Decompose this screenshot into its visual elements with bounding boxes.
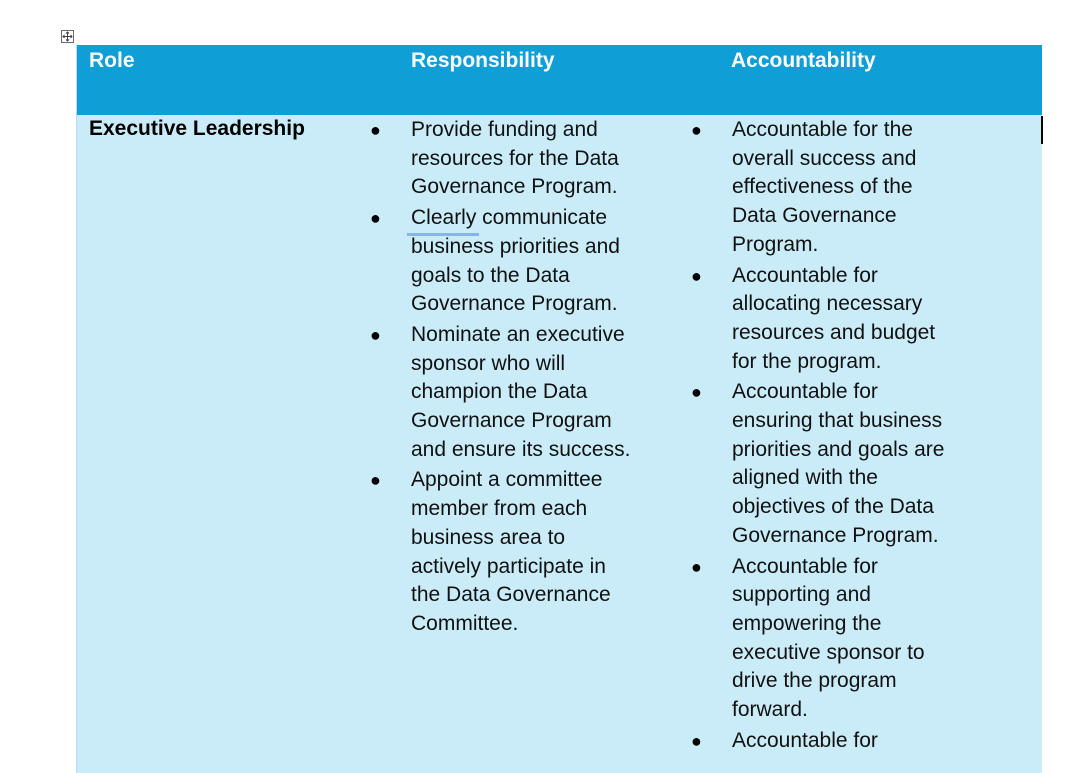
list-item[interactable]: ● Clearly communicate business priorities… bbox=[370, 204, 633, 319]
accountability-text: Accountable for supporting and empowerin… bbox=[732, 554, 925, 722]
responsibility-text: Appoint a committee member from each bus… bbox=[411, 468, 611, 635]
table-move-handle-icon[interactable] bbox=[61, 30, 74, 43]
bullet-icon: ● bbox=[370, 208, 381, 229]
accountability-text: Accountable for bbox=[732, 728, 878, 752]
header-role[interactable]: Role bbox=[89, 49, 135, 72]
header-accountability[interactable]: Accountability bbox=[731, 49, 876, 72]
selection-marker bbox=[407, 233, 479, 236]
text-cursor bbox=[1041, 116, 1043, 144]
list-item[interactable]: ● Accountable for ensuring that business … bbox=[691, 378, 957, 550]
bullet-icon: ● bbox=[691, 382, 702, 403]
responsibility-text: Clearly communicate business priorities … bbox=[411, 206, 620, 316]
list-item[interactable]: ● Accountable for allocating necessary re… bbox=[691, 262, 957, 377]
accountability-text: Accountable for the overall success and … bbox=[732, 118, 917, 256]
accountability-text: Accountable for ensuring that business p… bbox=[732, 380, 945, 547]
header-responsibility[interactable]: Responsibility bbox=[411, 49, 555, 72]
list-item[interactable]: ● Provide funding and resources for the D… bbox=[370, 116, 633, 202]
table-header-row: Role Responsibility Accountability bbox=[77, 45, 1042, 115]
bullet-icon: ● bbox=[370, 324, 381, 345]
table-row: Executive Leadership bbox=[77, 115, 1042, 773]
bullet-icon: ● bbox=[370, 470, 381, 491]
accountability-list[interactable]: ● Accountable for the overall success and… bbox=[691, 116, 957, 757]
bullet-icon: ● bbox=[370, 120, 381, 140]
bullet-icon: ● bbox=[691, 730, 702, 751]
bullet-icon: ● bbox=[691, 120, 702, 140]
responsibility-text: Nominate an executive sponsor who will c… bbox=[411, 322, 631, 461]
accountability-text: Accountable for allocating necessary res… bbox=[732, 263, 936, 373]
list-item[interactable]: ● Nominate an executive sponsor who will … bbox=[370, 321, 633, 465]
responsibility-text: Provide funding and resources for the Da… bbox=[411, 118, 619, 199]
role-cell[interactable]: Executive Leadership bbox=[89, 117, 305, 140]
roles-table[interactable]: Role Responsibility Accountability Execu… bbox=[76, 45, 1042, 773]
list-item[interactable]: ● Accountable for the overall success and… bbox=[691, 116, 957, 260]
responsibility-list[interactable]: ● Provide funding and resources for the D… bbox=[370, 116, 633, 641]
bullet-icon: ● bbox=[691, 265, 702, 286]
list-item[interactable]: ● Accountable for bbox=[691, 727, 957, 756]
list-item[interactable]: ● Accountable for supporting and empoweri… bbox=[691, 553, 957, 725]
bullet-icon: ● bbox=[691, 556, 702, 577]
list-item[interactable]: ● Appoint a committee member from each bu… bbox=[370, 466, 633, 638]
